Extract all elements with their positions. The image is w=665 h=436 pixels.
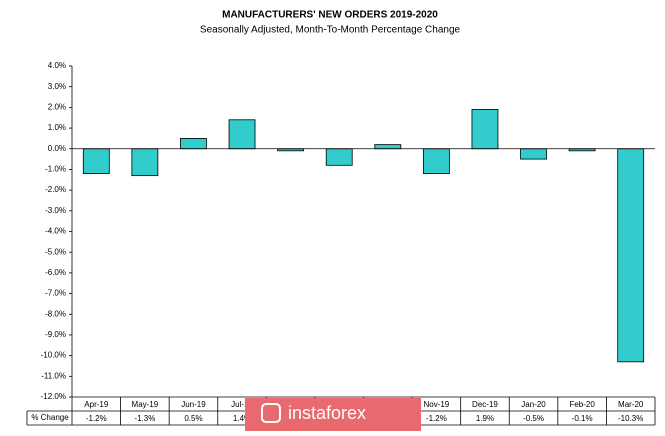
x-tick-label: Mar-20 <box>618 400 644 409</box>
value-label: -10.3% <box>618 414 643 423</box>
bar <box>82 148 110 174</box>
x-tick-label: Apr-19 <box>84 400 109 409</box>
y-tick-label: -2.0% <box>45 185 66 194</box>
y-tick-label: -6.0% <box>45 268 66 277</box>
bar <box>180 138 207 150</box>
x-tick-label: Jul-19 <box>231 400 253 409</box>
bar <box>325 148 353 166</box>
y-tick-label: 1.0% <box>48 123 66 132</box>
bar <box>374 144 402 150</box>
row-label: % Change <box>31 413 69 422</box>
value-label: -0.1% <box>572 414 593 423</box>
bar <box>617 148 645 363</box>
watermark: instaforex <box>288 403 366 423</box>
chart-subtitle: Seasonally Adjusted, Month-To-Month Perc… <box>200 25 461 36</box>
value-label: -1.3% <box>134 414 155 423</box>
x-tick-label: May-19 <box>132 400 159 409</box>
y-tick-label: 4.0% <box>48 61 66 70</box>
y-tick-label: -10.0% <box>41 351 66 360</box>
value-label: 1.4% <box>233 414 251 423</box>
value-label: -1.2% <box>426 414 447 423</box>
value-label: 0.5% <box>184 414 202 423</box>
chart-title: MANUFACTURERS' NEW ORDERS 2019-2020 <box>222 10 438 21</box>
x-tick-label: Jun-19 <box>181 400 206 409</box>
x-tick-label: Nov-19 <box>423 400 449 409</box>
y-tick-label: -12.0% <box>41 392 66 401</box>
y-tick-label: 0.0% <box>48 144 66 153</box>
x-tick-label: Dec-19 <box>472 400 498 409</box>
watermark-logo <box>261 403 281 423</box>
y-tick-label: 3.0% <box>48 82 66 91</box>
y-tick-label: -11.0% <box>41 371 66 380</box>
bar <box>228 119 256 150</box>
y-tick-label: -7.0% <box>45 289 66 298</box>
value-label: -1.2% <box>86 414 107 423</box>
y-tick-label: 2.0% <box>48 102 66 111</box>
x-tick-label: Jan-20 <box>521 400 546 409</box>
bar <box>471 109 499 150</box>
value-label: 1.9% <box>476 414 494 423</box>
value-label: -0.5% <box>523 414 544 423</box>
y-tick-label: -1.0% <box>45 165 66 174</box>
y-tick-label: -4.0% <box>45 227 66 236</box>
bar <box>520 148 547 160</box>
bar <box>131 148 159 177</box>
bar <box>422 148 450 174</box>
y-tick-label: -3.0% <box>45 206 66 215</box>
y-tick-label: -5.0% <box>45 247 66 256</box>
y-tick-label: -9.0% <box>45 330 66 339</box>
x-tick-label: Feb-20 <box>569 400 595 409</box>
y-tick-label: -8.0% <box>45 309 66 318</box>
